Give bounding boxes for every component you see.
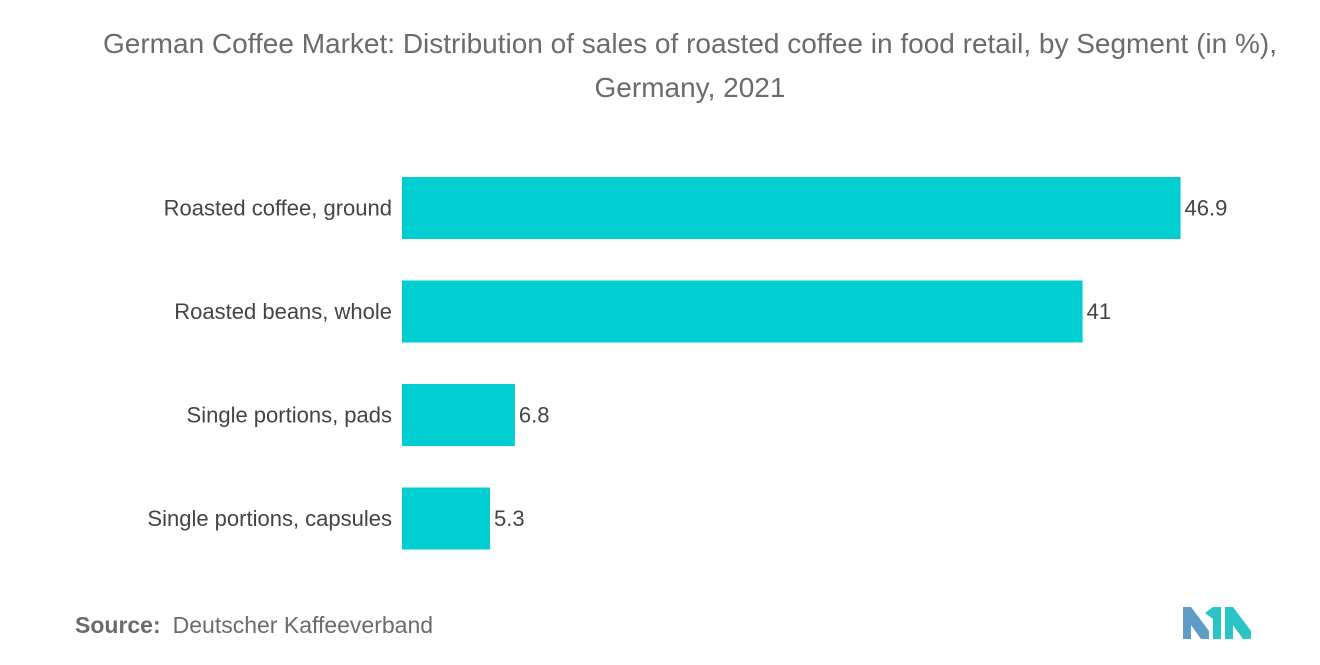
brand-logo-icon <box>1183 607 1251 639</box>
bar-chart: Roasted coffee, ground 46.9 Roasted beans,… <box>147 177 1227 550</box>
source-text: Deutscher Kaffeeverband <box>172 612 434 638</box>
chart-title: German Coffee Market: Distribution of sa… <box>103 28 1277 103</box>
value-label: 41 <box>1087 299 1111 324</box>
logo-middle-shape <box>1205 607 1221 639</box>
category-label: Single portions, pads <box>187 403 392 428</box>
bar <box>402 384 515 446</box>
value-label: 46.9 <box>1185 196 1228 221</box>
value-label: 6.8 <box>519 403 550 428</box>
bar <box>402 487 490 550</box>
source-line: Source: Deutscher Kaffeeverband <box>75 612 433 639</box>
logo-right-shape <box>1225 607 1251 639</box>
bars-group: Roasted coffee, ground 46.9 Roasted beans,… <box>147 177 1227 550</box>
category-label: Single portions, capsules <box>147 506 392 531</box>
bar <box>402 177 1181 239</box>
logo-left-shape <box>1183 607 1209 639</box>
category-label: Roasted coffee, ground <box>164 196 392 221</box>
source-label: Source: <box>75 612 161 638</box>
bar <box>402 280 1083 343</box>
category-label: Roasted beans, whole <box>174 299 392 324</box>
value-label: 5.3 <box>494 506 525 531</box>
